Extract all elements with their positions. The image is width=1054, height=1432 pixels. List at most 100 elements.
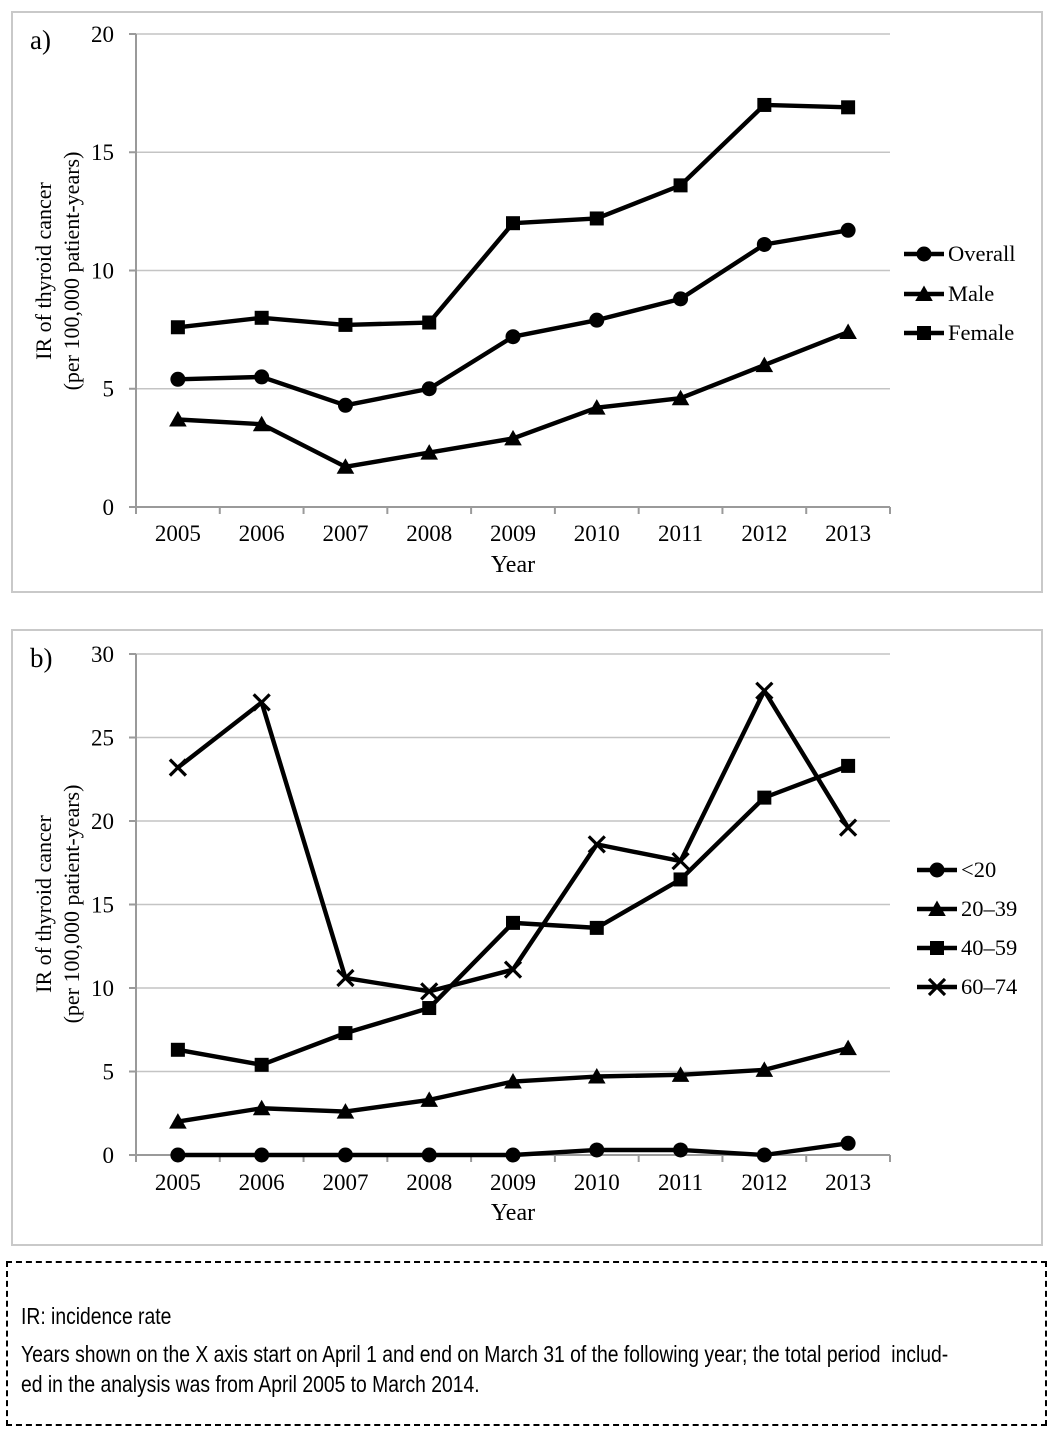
circle-legend-icon (917, 862, 957, 878)
legend-label: Overall (948, 241, 1016, 266)
panel-letter-b: b) (30, 643, 53, 673)
marker-circle (589, 312, 605, 328)
marker-circle (337, 1147, 353, 1163)
legend-marker (930, 941, 944, 955)
marker-circle (589, 1142, 605, 1158)
marker-square (589, 211, 604, 226)
y-tick-label: 30 (91, 642, 114, 667)
legend-item: Female (904, 319, 1014, 347)
x-axis-title: Year (491, 1200, 535, 1226)
marker-square (841, 100, 856, 115)
chart-panel-b: b) 0 5 10 15 20 25 30 2005 2006 2007 2008 2009 2010 2… (11, 629, 1043, 1246)
x-tick-label: 2008 (406, 521, 452, 546)
x-tick-label: 2009 (490, 521, 536, 546)
marker-square (254, 1057, 269, 1072)
y-tick-label: 15 (91, 892, 114, 917)
marker-square (338, 317, 353, 332)
triangle-legend-icon (904, 285, 944, 301)
marker-triangle (839, 1039, 857, 1056)
x-tick-label: 2006 (239, 521, 285, 546)
legend-label: 40–59 (961, 935, 1018, 960)
x-legend-icon (917, 977, 957, 997)
legend-item: Overall (904, 240, 1015, 268)
legend-marker (928, 900, 946, 916)
y-axis-title: IR of thyroid cancer (31, 181, 56, 359)
marker-circle (840, 1135, 856, 1151)
series-line-x (175, 688, 851, 994)
line-chart-age: 0 5 10 15 20 25 30 2005 2006 2007 2008 2009 2010 2011… (31, 642, 891, 1226)
x-tick-label: 2013 (825, 1170, 871, 1195)
marker-x (755, 681, 774, 700)
y-axis-title: IR of thyroid cancer (31, 814, 56, 992)
y-tick-label: 25 (91, 725, 114, 750)
marker-triangle (587, 399, 606, 415)
marker-triangle (671, 1066, 690, 1082)
x-tick-label: 2013 (825, 521, 871, 546)
y-axis-title: (per 100,000 patient-years) (59, 152, 84, 391)
x-tick-label: 2005 (155, 1170, 201, 1195)
marker-triangle (169, 1113, 187, 1129)
marker-square (254, 310, 269, 325)
marker-triangle (755, 356, 774, 373)
x-tick-label: 2006 (239, 1170, 285, 1195)
marker-triangle (420, 444, 439, 460)
marker-circle (756, 236, 772, 252)
legend-label: Male (948, 280, 995, 306)
y-axis-title: (per 100,000 patient-years) (59, 785, 84, 1024)
marker-square (422, 315, 437, 330)
x-tick-label: 2011 (658, 521, 703, 546)
marker-circle (505, 1147, 521, 1163)
legend-marker (915, 285, 933, 301)
marker-triangle (420, 1091, 439, 1107)
marker-circle (673, 291, 689, 307)
legend-marker (927, 977, 947, 997)
marker-circle (756, 1147, 772, 1163)
marker-square (338, 1026, 353, 1041)
legend-item: 20–39 (917, 895, 1017, 923)
marker-circle (170, 371, 186, 387)
marker-x (168, 758, 188, 777)
square-legend-icon (917, 941, 957, 955)
marker-circle (421, 381, 437, 397)
x-tick-label: 2010 (574, 1170, 620, 1195)
marker-circle (673, 1142, 689, 1158)
x-axis-title: Year (491, 552, 535, 578)
circle-legend-icon (904, 246, 944, 262)
marker-x (503, 960, 523, 979)
marker-circle (421, 1147, 437, 1163)
marker-triangle (252, 415, 271, 432)
marker-triangle (504, 1073, 522, 1089)
line-chart-sex: 0 5 10 15 20 2005 2006 2007 2008 2009 2010 2011 2012… (31, 22, 891, 578)
marker-triangle (587, 1068, 606, 1084)
marker-triangle (671, 389, 690, 406)
marker-triangle (336, 1103, 355, 1119)
x-tick-label: 2007 (322, 521, 368, 546)
marker-circle (254, 1147, 270, 1163)
y-tick-label: 20 (91, 22, 114, 47)
marker-square (422, 1001, 437, 1016)
marker-circle (254, 369, 270, 385)
footnote-box: IR: incidence rate Years shown on the X … (6, 1261, 1047, 1426)
marker-x (252, 693, 271, 712)
x-tick-label: 2007 (322, 1170, 368, 1195)
legend-marker (916, 246, 932, 262)
legend-label: 20–39 (961, 896, 1018, 921)
marker-x (420, 982, 439, 1001)
y-tick-label: 15 (91, 140, 114, 165)
marker-square (757, 97, 772, 112)
y-tick-label: 20 (91, 809, 114, 834)
marker-circle (840, 222, 856, 238)
triangle-legend-icon (917, 900, 957, 916)
x-tick-label: 2012 (741, 521, 787, 546)
marker-square (673, 872, 688, 887)
x-tick-label: 2008 (406, 1170, 452, 1195)
chart-panel-a: a) 0 5 10 15 20 2005 2006 2007 2008 2009 2010 2011 2… (11, 11, 1043, 593)
marker-square (589, 920, 604, 935)
y-tick-label: 5 (103, 377, 115, 402)
y-tick-label: 0 (103, 1143, 115, 1168)
x-tick-label: 2005 (155, 521, 201, 546)
series-line-square (175, 102, 851, 330)
legend-item: 60–74 (917, 973, 1017, 1001)
marker-triangle (252, 1099, 271, 1116)
